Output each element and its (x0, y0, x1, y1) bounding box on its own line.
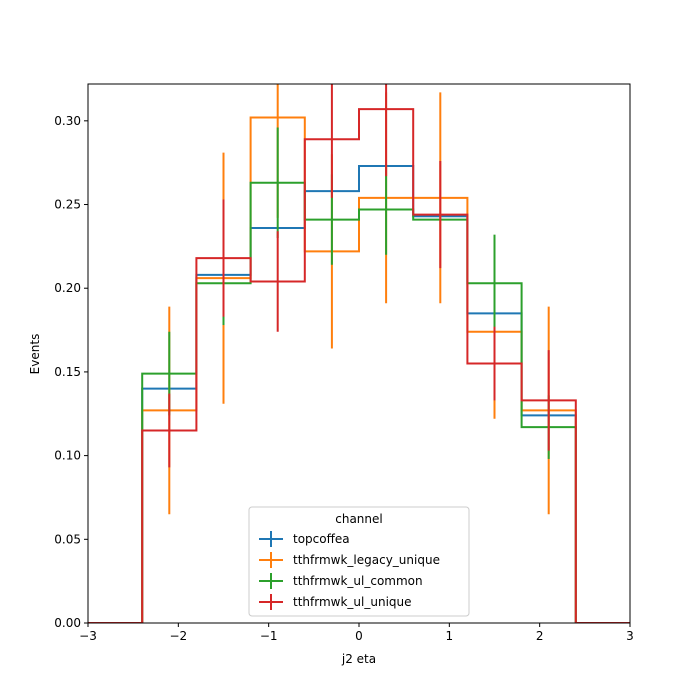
legend-label: tthfrmwk_ul_unique (293, 595, 412, 609)
x-tick-label: 1 (446, 629, 454, 643)
y-tick-label: 0.15 (54, 365, 81, 379)
x-axis: −3 −2 −1 0 1 2 3 (79, 623, 634, 643)
y-tick-label: 0.05 (54, 532, 81, 546)
x-tick-label: −1 (260, 629, 278, 643)
x-tick-label: −3 (79, 629, 97, 643)
x-tick-label: 0 (355, 629, 363, 643)
x-tick-label: 3 (626, 629, 634, 643)
legend-label: tthfrmwk_ul_common (293, 574, 423, 588)
x-axis-label: j2 eta (341, 652, 376, 666)
legend-label: tthfrmwk_legacy_unique (293, 553, 440, 567)
y-tick-label: 0.00 (54, 616, 81, 630)
y-axis: 0.00 0.05 0.10 0.15 0.20 0.25 0.30 (54, 114, 88, 630)
legend: channel topcoffea tthfrmwk_legacy_uniquett… (248, 506, 470, 617)
y-tick-label: 0.10 (54, 449, 81, 463)
legend-label: topcoffea (293, 532, 350, 546)
y-tick-label: 0.30 (54, 114, 81, 128)
legend-title: channel (335, 512, 382, 526)
series-step-3 (88, 108, 630, 623)
series-layer (88, 84, 630, 623)
y-tick-label: 0.20 (54, 281, 81, 295)
x-tick-label: −2 (169, 629, 187, 643)
y-axis-label: Events (28, 334, 42, 375)
legend-box (248, 506, 470, 617)
x-tick-label: 2 (536, 629, 544, 643)
y-tick-label: 0.25 (54, 198, 81, 212)
